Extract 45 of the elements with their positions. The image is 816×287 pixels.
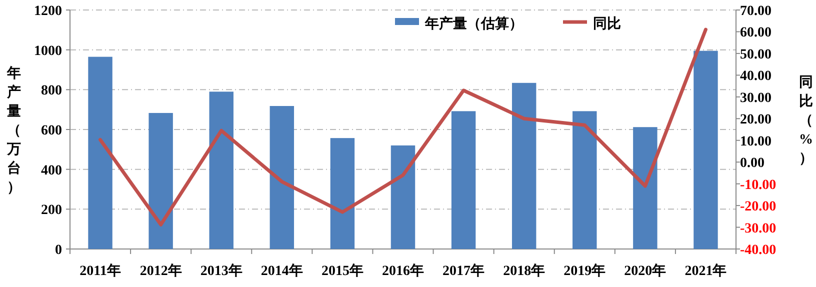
y-tick-label: 800 [41, 84, 62, 99]
legend-label: 年产量（估算） [424, 15, 523, 32]
y2-tick-label: 30.00 [740, 90, 772, 106]
y2-tick-label: 60.00 [740, 26, 772, 41]
y2-tick-label: -10.00 [740, 178, 776, 193]
y2-tick-label: 10.00 [740, 134, 772, 150]
bar [512, 82, 536, 249]
x-tick-label: 2012年 [140, 263, 182, 279]
x-tick-label: 2021年 [684, 263, 727, 279]
legend-label: 同比 [593, 16, 621, 32]
y-tick-label: 400 [41, 163, 62, 178]
bar [451, 111, 476, 249]
y2-tick-label: 40.00 [740, 69, 772, 84]
x-tick-label: 2015年 [321, 263, 364, 279]
bar [330, 138, 355, 249]
bar [148, 112, 173, 249]
x-tick-label: 2014年 [260, 263, 303, 279]
bar [694, 50, 718, 249]
y2-tick-label: -40.00 [740, 243, 776, 258]
y-tick-label: 0 [55, 243, 62, 258]
x-tick-label: 2013年 [200, 263, 242, 279]
x-tick-label: 2016年 [382, 263, 424, 279]
y2-tick-label: -20.00 [740, 200, 776, 215]
y-tick-label: 1200 [34, 4, 62, 19]
bar [88, 56, 112, 249]
bar [633, 127, 658, 249]
bar [390, 145, 416, 249]
y2-tick-label: 20.00 [740, 112, 772, 128]
y-axis-title: 年产量（万台） [6, 66, 21, 196]
bar [209, 92, 234, 249]
x-tick-label: 2011年 [80, 263, 121, 279]
x-tick-label: 2018年 [503, 263, 546, 279]
bar [270, 106, 294, 249]
y-tick-label: 600 [41, 124, 62, 138]
x-tick-label: 2017年 [442, 263, 485, 279]
x-tick-label: 2019年 [564, 263, 606, 279]
y2-axis-title: 同比（%） [799, 74, 813, 166]
y2-tick-label: -30.00 [740, 221, 776, 236]
y-tick-label: 1000 [34, 44, 62, 59]
bar [572, 111, 597, 249]
y-tick-label: 200 [41, 203, 62, 218]
y2-tick-label: 70.00 [740, 4, 772, 19]
y2-tick-label: 50.00 [740, 47, 772, 62]
y2-tick-label: 0.00 [740, 156, 764, 172]
x-tick-label: 2020年 [624, 263, 666, 279]
